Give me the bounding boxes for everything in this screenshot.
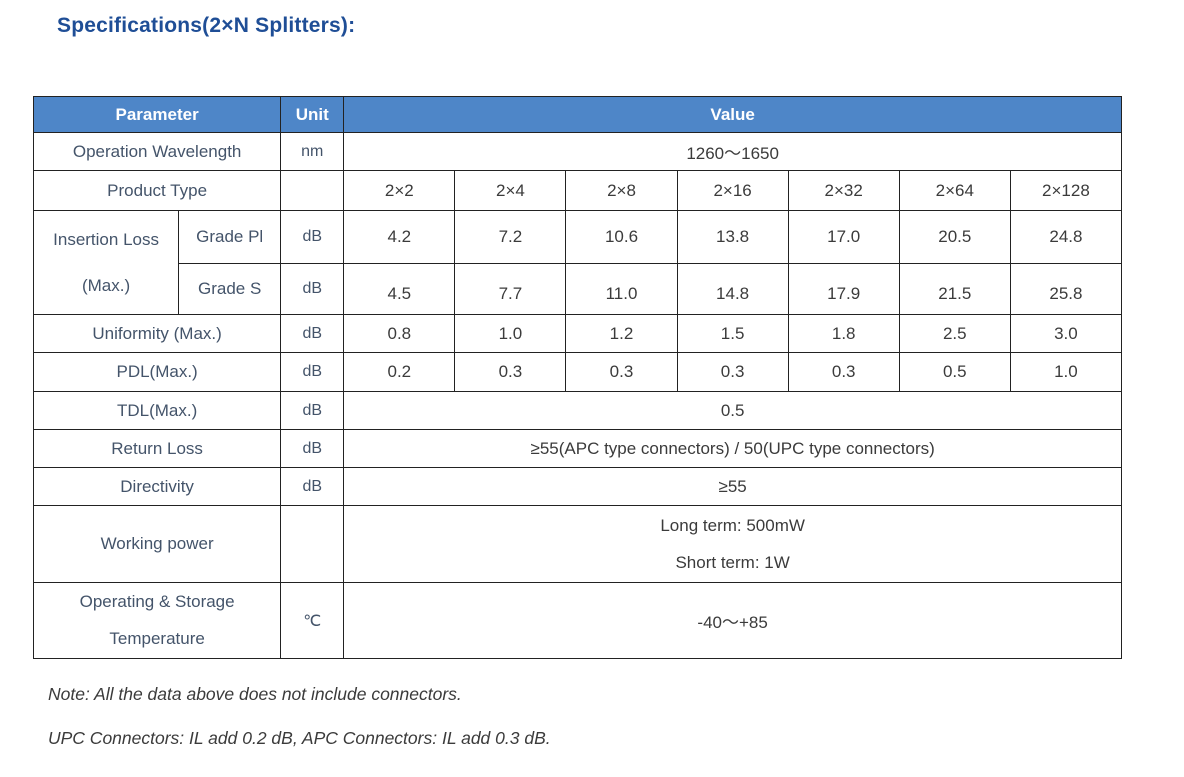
value-grade-s-5: 21.5: [898, 263, 1011, 315]
value-product-type-0: 2×2: [343, 170, 456, 211]
value-grade-s-4: 17.9: [787, 263, 900, 315]
value-product-type-3: 2×16: [676, 170, 789, 211]
value-grade-s-2: 11.0: [565, 263, 678, 315]
label-product-type: Product Type: [32, 170, 282, 211]
value-working-power-line1: Long term: 500mW: [660, 515, 805, 535]
label-insertion-loss: Insertion Loss (Max.): [32, 210, 180, 315]
unit-directivity: dB: [280, 467, 345, 506]
value-pdl-4: 0.3: [787, 352, 900, 392]
value-pdl-5: 0.5: [898, 352, 1011, 392]
header-parameter: Parameter: [32, 96, 282, 133]
row-temperature: Operating & Storage Temperature ℃ -40～+8…: [32, 582, 1122, 659]
value-grade-p-2: 10.6: [565, 210, 678, 264]
value-grade-s-0: 4.5: [343, 263, 456, 315]
value-product-type-5: 2×64: [898, 170, 1011, 211]
value-grade-p-4: 17.0: [787, 210, 900, 264]
value-uniformity-4: 1.8: [787, 314, 900, 353]
row-return-loss: Return Loss dB ≥55(APC type connectors) …: [32, 429, 1122, 468]
unit-tdl: dB: [280, 391, 345, 430]
unit-grade-s: dB: [280, 263, 345, 315]
label-grade-s: Grade S: [178, 263, 282, 315]
header-value: Value: [343, 96, 1122, 133]
value-tdl: 0.5: [343, 391, 1122, 430]
value-uniformity-6: 3.0: [1009, 314, 1123, 353]
value-grade-p-1: 7.2: [454, 210, 567, 264]
value-uniformity-0: 0.8: [343, 314, 456, 353]
value-uniformity-3: 1.5: [676, 314, 789, 353]
value-directivity: ≥55: [343, 467, 1122, 506]
row-insertion-loss-grade-p: Insertion Loss (Max.) Grade Pl dB 4.2 7.…: [32, 210, 1123, 315]
row-tdl: TDL(Max.) dB 0.5: [32, 391, 1122, 430]
value-pdl-6: 1.0: [1009, 352, 1123, 392]
label-temperature-line1: Operating & Storage: [79, 592, 235, 611]
value-product-type-6: 2×128: [1009, 170, 1123, 211]
value-grade-p-6: 24.8: [1009, 210, 1123, 264]
value-grade-s-1: 7.7: [454, 263, 567, 315]
footnotes: Note: All the data above does not includ…: [48, 684, 551, 749]
row-uniformity: Uniformity (Max.) dB 0.8 1.0 1.2 1.5 1.8…: [32, 314, 1123, 353]
header-unit: Unit: [280, 96, 345, 133]
specifications-table: Parameter Unit Value Operation Wavelengt…: [32, 96, 1123, 659]
unit-temperature: ℃: [280, 582, 345, 659]
label-directivity: Directivity: [32, 467, 282, 506]
label-pdl: PDL(Max.): [32, 352, 282, 392]
value-return-loss: ≥55(APC type connectors) / 50(UPC type c…: [343, 429, 1122, 468]
unit-grade-p: dB: [280, 210, 345, 264]
unit-operation-wavelength: nm: [280, 132, 345, 171]
unit-return-loss: dB: [280, 429, 345, 468]
row-product-type: Product Type 2×2 2×4 2×8 2×16 2×32 2×64 …: [32, 170, 1123, 211]
value-product-type-1: 2×4: [454, 170, 567, 211]
label-operation-wavelength: Operation Wavelength: [32, 132, 282, 171]
value-grade-p-0: 4.2: [343, 210, 456, 264]
value-operation-wavelength: 1260～1650: [343, 132, 1122, 171]
label-uniformity: Uniformity (Max.): [32, 314, 282, 353]
label-insertion-loss-line2: (Max.): [81, 275, 131, 295]
note-il-add: UPC Connectors: IL add 0.2 dB, APC Conne…: [48, 728, 551, 748]
label-tdl: TDL(Max.): [32, 391, 282, 430]
label-insertion-loss-line1: Insertion Loss: [53, 229, 159, 249]
value-uniformity-1: 1.0: [454, 314, 567, 353]
label-return-loss: Return Loss: [32, 429, 282, 468]
note-connectors: Note: All the data above does not includ…: [48, 684, 462, 704]
row-operation-wavelength: Operation Wavelength nm 1260～1650: [32, 132, 1122, 171]
value-uniformity-2: 1.2: [565, 314, 678, 353]
row-directivity: Directivity dB ≥55: [32, 467, 1122, 506]
value-working-power-line2: Short term: 1W: [675, 552, 790, 572]
value-pdl-2: 0.3: [565, 352, 678, 392]
value-pdl-0: 0.2: [343, 352, 456, 392]
value-grade-s-6: 25.8: [1009, 263, 1123, 315]
value-product-type-2: 2×8: [565, 170, 678, 211]
value-working-power: Long term: 500mW Short term: 1W: [343, 505, 1122, 583]
row-insertion-loss-grade-s: Grade S dB 4.5 7.7 11.0 14.8 17.9 21.5 2…: [34, 263, 1123, 315]
value-grade-p-5: 20.5: [898, 210, 1011, 264]
unit-pdl: dB: [280, 352, 345, 392]
label-temperature-line2: Temperature: [109, 629, 205, 648]
value-uniformity-5: 2.5: [898, 314, 1011, 353]
unit-product-type: [280, 170, 345, 211]
label-working-power: Working power: [32, 505, 282, 583]
value-grade-p-3: 13.8: [676, 210, 789, 264]
value-grade-s-3: 14.8: [676, 263, 789, 315]
value-pdl-1: 0.3: [454, 352, 567, 392]
value-temperature: -40～+85: [343, 582, 1122, 659]
table-header-row: Parameter Unit Value: [32, 96, 1122, 133]
label-grade-p: Grade Pl: [178, 210, 282, 264]
unit-uniformity: dB: [280, 314, 345, 353]
row-pdl: PDL(Max.) dB 0.2 0.3 0.3 0.3 0.3 0.5 1.0: [32, 352, 1123, 392]
value-product-type-4: 2×32: [787, 170, 900, 211]
unit-working-power: [280, 505, 345, 583]
value-pdl-3: 0.3: [676, 352, 789, 392]
page-title: Specifications(2×N Splitters):: [57, 14, 356, 37]
row-working-power: Working power Long term: 500mW Short ter…: [32, 505, 1122, 583]
label-temperature: Operating & Storage Temperature: [32, 582, 282, 659]
